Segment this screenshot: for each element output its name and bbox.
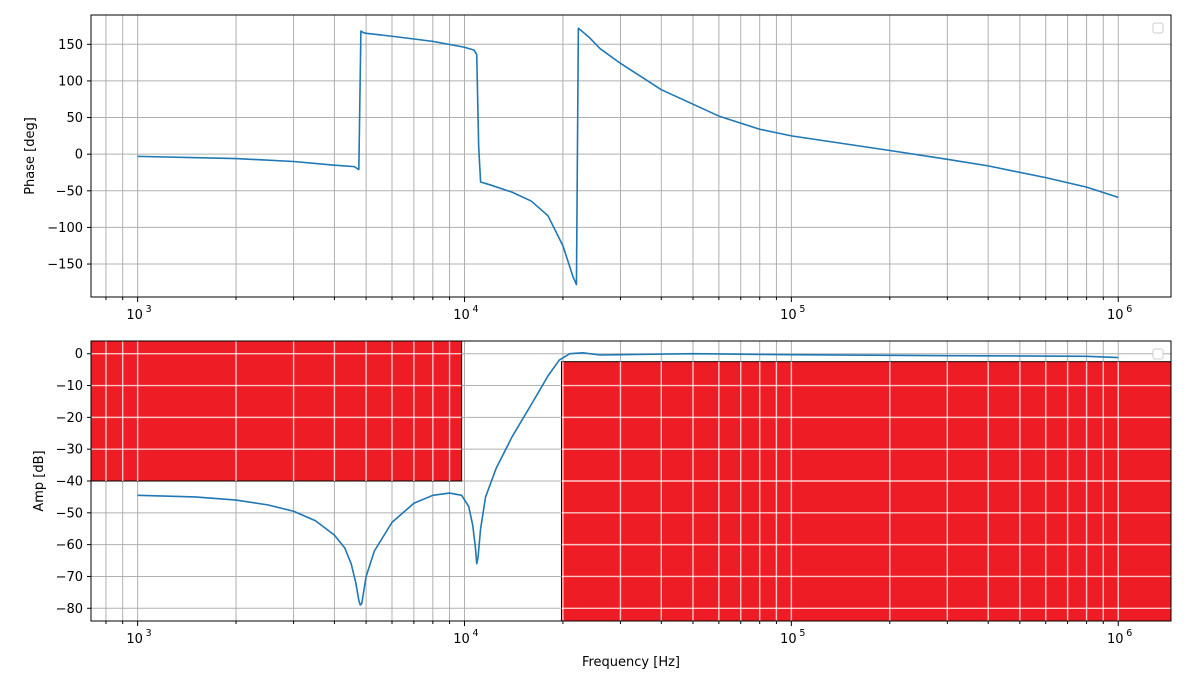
- amplitude-x-ticks: 10 3 10 4 10 5 10 6: [126, 628, 1132, 647]
- amplitude-y-ticks: 0 −10 −20 −30 −40 −50 −60 −70 −80: [56, 347, 91, 617]
- amplitude-y-tick-label: −30: [56, 443, 83, 458]
- amplitude-x-tick: 10 6: [1107, 628, 1132, 647]
- amplitude-x-tick: 10 5: [780, 628, 805, 647]
- phase-x-tick-exponent: 6: [1126, 304, 1132, 315]
- amplitude-overlay-rect: [90, 340, 463, 482]
- amplitude-series-line: [137, 351, 1119, 606]
- amplitude-y-tick-label: −20: [56, 411, 83, 426]
- phase-x-tick: 10 5: [780, 304, 805, 323]
- phase-x-ticks: 10 3 10 4 10 5 10 6: [126, 304, 1132, 323]
- amplitude-x-tick: 10 3: [126, 628, 151, 647]
- phase-series-line: [137, 27, 1119, 286]
- amplitude-x-tick: 10 4: [453, 628, 478, 647]
- phase-plot-frame: [90, 14, 1172, 298]
- amplitude-y-tick-label: −70: [56, 570, 83, 585]
- amplitude-x-tick-exponent: 3: [146, 628, 152, 639]
- amplitude-x-tick-base: 10: [780, 632, 797, 647]
- phase-x-tick-base: 10: [780, 308, 797, 323]
- amplitude-y-tick-label: −10: [56, 379, 83, 394]
- phase-x-tick: 10 6: [1107, 304, 1132, 323]
- amplitude-series-group: [137, 351, 1119, 606]
- amplitude-overlay-rect: [560, 361, 1172, 622]
- amplitude-legend-box: [1152, 348, 1164, 360]
- phase-legend-box: [1152, 22, 1164, 34]
- amplitude-x-tick-exponent: 4: [472, 628, 478, 639]
- amplitude-y-tick-label: −60: [56, 538, 83, 553]
- phase-x-tick-exponent: 5: [799, 304, 805, 315]
- amplitude-overlay-patch: [90, 340, 463, 482]
- amplitude-y-axis-label: Amp [dB]: [32, 450, 47, 511]
- amplitude-x-tick-base: 10: [126, 632, 143, 647]
- amplitude-subplot: 10 3 10 4 10 5 10 6 0−10−20−30−40−50−60−70−80 A…: [32, 340, 1172, 670]
- amplitude-y-tick-label: 0: [75, 347, 83, 362]
- phase-x-tick: 10 3: [126, 304, 151, 323]
- phase-y-tick-label: −50: [56, 184, 83, 199]
- amplitude-overlays: [90, 340, 1172, 622]
- amplitude-y-tick-label: −50: [56, 506, 83, 521]
- phase-x-tick-exponent: 3: [146, 304, 152, 315]
- phase-y-axis-label: Phase [deg]: [23, 117, 38, 195]
- phase-y-tick-label: 0: [75, 148, 83, 163]
- phase-y-tick-label: 150: [58, 38, 83, 53]
- phase-y-tick-label: 50: [66, 111, 83, 126]
- amplitude-y-tick-label: −40: [56, 475, 83, 490]
- phase-series-group: [137, 27, 1119, 286]
- amplitude-x-tick-exponent: 6: [1126, 628, 1132, 639]
- phase-x-tick-base: 10: [453, 308, 470, 323]
- amplitude-y-tick-label: −80: [56, 602, 83, 617]
- phase-x-tick-base: 10: [126, 308, 143, 323]
- amplitude-x-axis-label: Frequency [Hz]: [582, 655, 680, 670]
- phase-y-tick-label: 100: [58, 74, 83, 89]
- amplitude-overlay-patch: [560, 361, 1172, 622]
- phase-x-tick-base: 10: [1107, 308, 1124, 323]
- phase-x-tick-exponent: 4: [472, 304, 478, 315]
- amplitude-x-tick-base: 10: [453, 632, 470, 647]
- phase-y-tick-label: −100: [47, 221, 83, 236]
- phase-x-tick: 10 4: [453, 304, 478, 323]
- phase-y-ticks: 150 100 50 0 −50 −100 −150: [47, 38, 91, 273]
- amplitude-x-tick-exponent: 5: [799, 628, 805, 639]
- phase-y-tick-label: −150: [47, 258, 83, 273]
- phase-grid: [91, 15, 1171, 302]
- amplitude-x-tick-base: 10: [1107, 632, 1124, 647]
